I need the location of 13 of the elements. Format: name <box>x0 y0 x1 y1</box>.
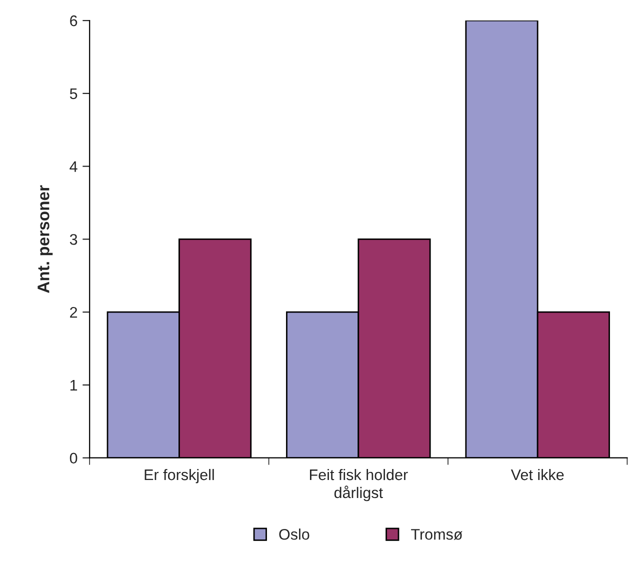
x-tick-label: Vet ikke <box>510 468 564 480</box>
y-tick-label: 5 <box>70 88 78 100</box>
y-tick-label: 0 <box>70 452 78 464</box>
legend-label: Oslo <box>279 528 310 540</box>
y-tick-label: 3 <box>70 234 78 245</box>
y-tick-label: 6 <box>70 15 78 26</box>
y-axis-title: Ant. personer <box>38 185 53 293</box>
legend-label: Tromsø <box>411 529 462 540</box>
x-tick-label: Er forskjell <box>144 468 214 484</box>
y-tick-label: 1 <box>70 380 78 391</box>
x-tick-label: Feit fisk holder dårligst <box>310 468 408 502</box>
y-tick-label: 2 <box>70 306 78 318</box>
y-tick-label: 4 <box>70 161 78 172</box>
